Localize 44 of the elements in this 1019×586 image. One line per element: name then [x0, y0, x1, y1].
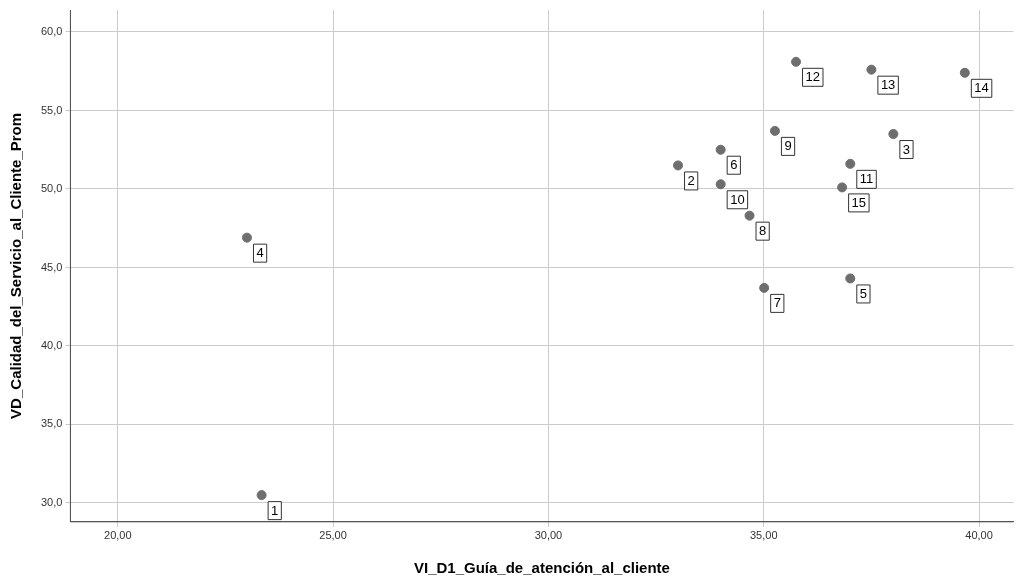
y-tick-label: 35,0	[40, 417, 63, 430]
point	[715, 144, 726, 155]
point	[791, 56, 802, 67]
annotation: 12	[805, 69, 820, 85]
annotation: 9	[784, 138, 792, 154]
annotation: 4	[256, 245, 264, 261]
x-tick-label: 20,00	[104, 529, 132, 542]
y-tick-label: 30,0	[40, 495, 63, 508]
point	[673, 160, 684, 171]
point	[759, 282, 770, 293]
point	[837, 182, 848, 193]
y-tick-label: 45,0	[40, 260, 63, 273]
point	[715, 179, 726, 190]
annotation: 8	[759, 223, 767, 239]
y-tick-label: 60,0	[40, 25, 63, 38]
point	[241, 232, 252, 243]
annotation: 13	[880, 77, 896, 93]
annotation: 15	[851, 194, 867, 210]
x-tick-label: 35,00	[749, 529, 778, 542]
point	[888, 129, 899, 140]
x-tick-label: 40,00	[965, 529, 993, 542]
y-tick-label: 55,0	[40, 103, 63, 116]
y-tick-label: 40,0	[40, 339, 63, 351]
annotation: 1	[271, 502, 279, 518]
annotation: 7	[773, 295, 781, 311]
annotation: 14	[974, 80, 989, 96]
annotation: 5	[859, 286, 868, 302]
annotation: 10	[730, 191, 745, 207]
point	[959, 67, 970, 78]
y-axis-title: VD_Calidad_del_Servicio_al_Cliente_Prom	[7, 112, 25, 419]
point	[744, 210, 755, 221]
point	[769, 125, 780, 136]
point	[866, 64, 877, 75]
point	[845, 158, 856, 169]
x-tick-label: 25,00	[319, 529, 347, 542]
x-axis-title: VI_D1_Guía_de_atención_al_cliente	[413, 559, 670, 577]
x-tick-label: 30,00	[534, 529, 563, 542]
point	[845, 273, 856, 284]
annotation: 3	[902, 141, 911, 157]
annotation: 2	[687, 173, 695, 188]
annotation: 11	[859, 171, 874, 187]
point	[256, 490, 267, 501]
annotation: 6	[730, 157, 738, 173]
y-tick-label: 50,0	[40, 182, 63, 194]
